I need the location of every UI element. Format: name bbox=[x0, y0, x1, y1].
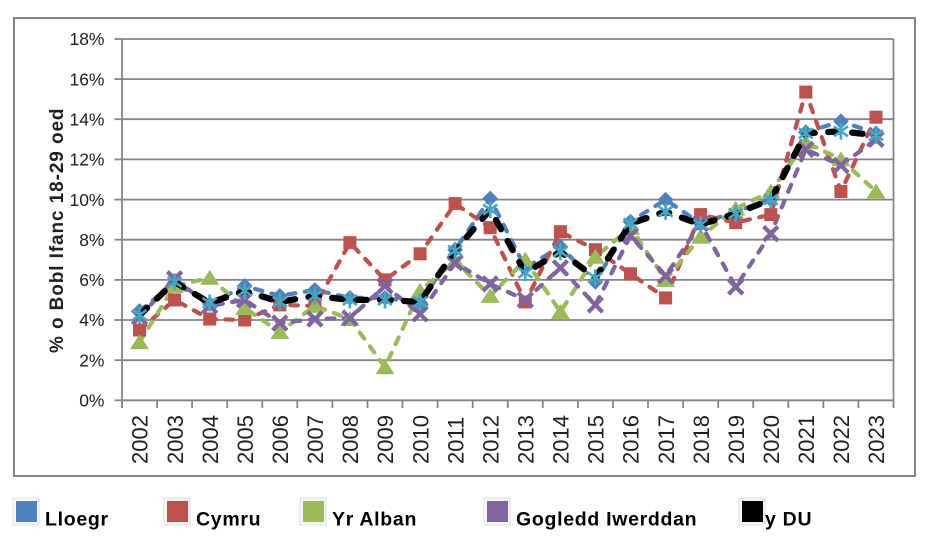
svg-text:Lloegr: Lloegr bbox=[45, 509, 109, 531]
svg-text:2005: 2005 bbox=[233, 415, 258, 464]
svg-text:2017: 2017 bbox=[654, 415, 679, 464]
svg-text:2019: 2019 bbox=[724, 415, 749, 464]
svg-text:Yr Alban: Yr Alban bbox=[332, 509, 417, 531]
svg-text:4%: 4% bbox=[79, 310, 104, 330]
svg-text:Cymru: Cymru bbox=[196, 509, 261, 531]
svg-text:2010: 2010 bbox=[408, 415, 433, 464]
svg-text:2012: 2012 bbox=[478, 415, 503, 464]
svg-text:2003: 2003 bbox=[163, 415, 188, 464]
svg-text:2022: 2022 bbox=[829, 415, 854, 464]
svg-text:2020: 2020 bbox=[759, 415, 784, 464]
svg-text:6%: 6% bbox=[79, 270, 104, 290]
svg-text:2002: 2002 bbox=[128, 415, 153, 464]
svg-text:% o Bobl Ifanc 18-29 oed: % o Bobl Ifanc 18-29 oed bbox=[47, 108, 68, 353]
svg-text:2007: 2007 bbox=[303, 415, 328, 464]
svg-text:2014: 2014 bbox=[549, 415, 574, 464]
svg-text:8%: 8% bbox=[79, 230, 104, 250]
svg-text:Gogledd Iwerddan: Gogledd Iwerddan bbox=[516, 509, 697, 531]
svg-text:0%: 0% bbox=[79, 391, 104, 411]
svg-text:2011: 2011 bbox=[443, 417, 468, 464]
svg-text:2009: 2009 bbox=[373, 415, 398, 464]
svg-text:y DU: y DU bbox=[765, 509, 812, 531]
svg-text:12%: 12% bbox=[69, 150, 104, 170]
svg-text:2015: 2015 bbox=[584, 415, 609, 464]
svg-text:10%: 10% bbox=[69, 190, 104, 210]
svg-text:16%: 16% bbox=[69, 69, 104, 89]
svg-text:2016: 2016 bbox=[619, 415, 644, 464]
svg-text:2004: 2004 bbox=[198, 415, 223, 464]
svg-text:2021: 2021 bbox=[794, 415, 819, 464]
svg-text:2023: 2023 bbox=[864, 415, 889, 464]
svg-text:2008: 2008 bbox=[338, 415, 363, 464]
svg-text:14%: 14% bbox=[69, 110, 104, 130]
svg-text:2013: 2013 bbox=[514, 415, 539, 464]
svg-text:2018: 2018 bbox=[689, 415, 714, 464]
svg-text:2006: 2006 bbox=[268, 415, 293, 464]
svg-text:2%: 2% bbox=[79, 350, 104, 370]
svg-text:18%: 18% bbox=[69, 29, 104, 49]
